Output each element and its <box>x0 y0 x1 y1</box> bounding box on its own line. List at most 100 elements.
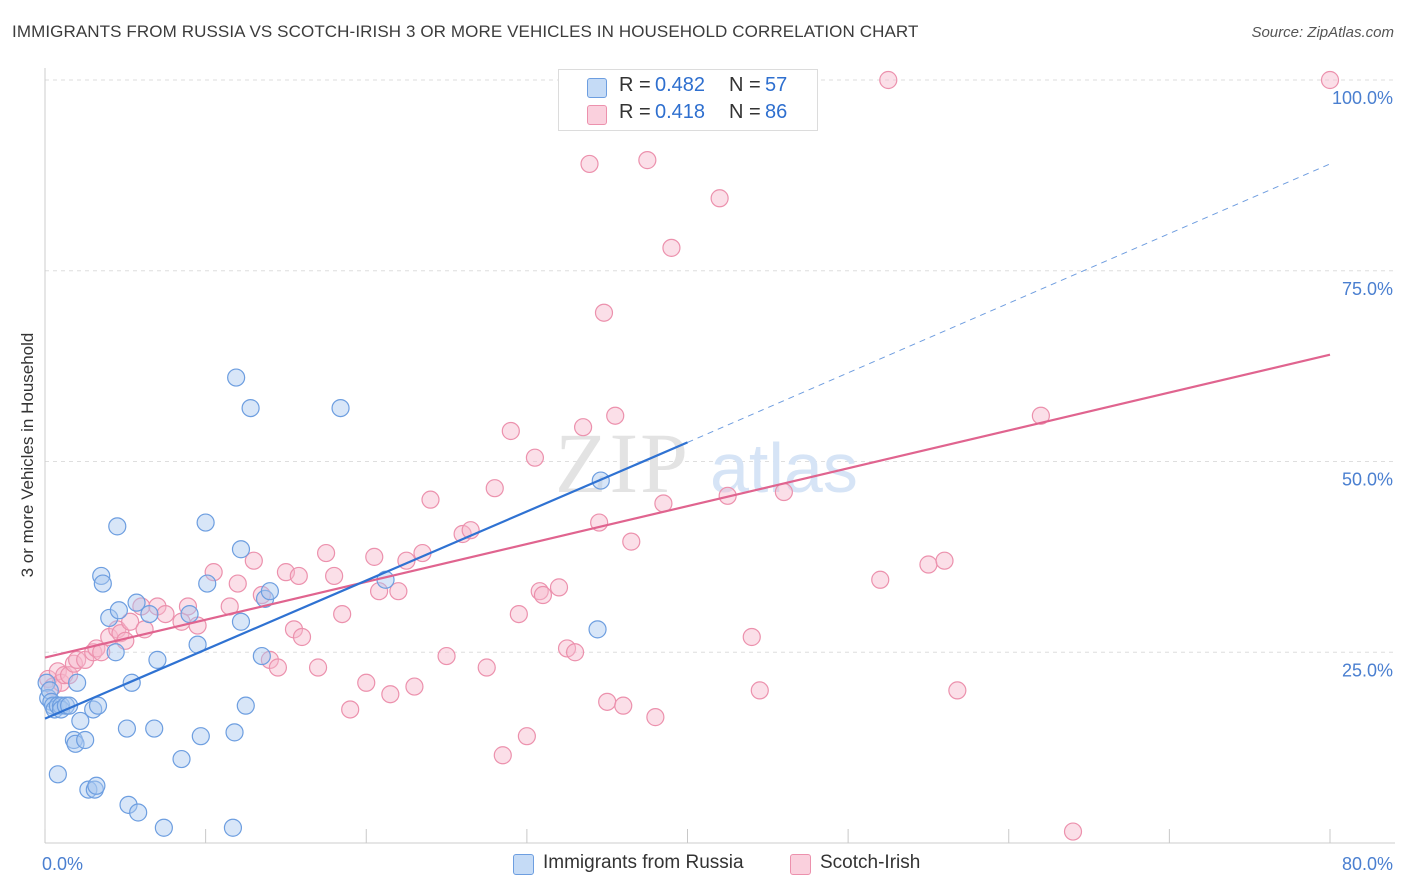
y-tick-label: 50.0% <box>1342 470 1393 490</box>
scotch-irish-point <box>662 238 681 257</box>
russia-point <box>231 540 251 559</box>
russia-point <box>223 818 243 837</box>
scotch-irish-point <box>316 543 336 563</box>
scotch-irish-point <box>573 418 593 437</box>
scotch-irish-point <box>580 154 599 174</box>
russia-point <box>106 643 125 662</box>
chart-title: IMMIGRANTS FROM RUSSIA VS SCOTCH-IRISH 3… <box>12 22 919 41</box>
scotch-irish-point <box>268 658 288 677</box>
scotch-irish-point <box>244 551 263 570</box>
correlation-legend: R = 0.482 N = 57 R = 0.418 N = 86 <box>558 69 818 131</box>
russia-point <box>236 696 255 715</box>
russia-trend-extension <box>687 163 1331 443</box>
russia-point <box>119 795 138 814</box>
tick-labels: 25.0% 50.0% 75.0% 100.0% 0.0% 80.0% <box>42 88 1393 874</box>
russia-point <box>108 517 127 536</box>
scotch-irish-point <box>370 582 389 601</box>
chart-source: Source: ZipAtlas.com <box>1251 24 1394 41</box>
series-immigrants-from-russia-points <box>37 368 610 837</box>
legend-n-value: 86 <box>765 101 788 123</box>
legend-n-label: N = <box>729 101 761 123</box>
scotch-irish-point <box>509 604 528 624</box>
russia-point <box>588 620 607 639</box>
scotch-irish-point <box>381 685 400 704</box>
russia-point <box>140 604 159 624</box>
russia-point <box>117 719 137 738</box>
bottom-legend-swatch-scotch-irish <box>790 854 811 875</box>
scotch-irish-point <box>405 677 424 696</box>
legend-r-label: R = <box>619 74 651 96</box>
scotch-irish-point <box>341 700 360 719</box>
scotch-irish-point <box>389 582 408 601</box>
scotch-irish-point <box>919 555 938 574</box>
russia-point <box>227 368 246 387</box>
legend-swatch-russia <box>587 78 607 98</box>
scotch-irish-point <box>121 612 140 631</box>
scotch-irish-point <box>525 448 545 467</box>
scotch-irish-point <box>606 406 625 425</box>
scotch-irish-point <box>204 563 223 582</box>
scotch-irish-point <box>289 566 308 586</box>
scotch-irish-point <box>742 627 761 647</box>
scotch-irish-point <box>594 303 614 322</box>
russia-point <box>88 696 108 715</box>
scotch-irish-point <box>710 189 729 208</box>
russia-point <box>260 582 279 601</box>
russia-point <box>196 513 215 532</box>
russia-point <box>148 650 167 669</box>
series-scotch-irish-points <box>39 70 1340 841</box>
scotch-irish-point <box>533 585 553 605</box>
russia-point <box>198 574 217 593</box>
scotch-irish-point <box>549 578 569 597</box>
scotch-irish-point <box>357 673 376 692</box>
trend-lines <box>44 163 1331 720</box>
scotch-irish-point <box>365 547 384 566</box>
scotch-irish-point <box>493 746 512 765</box>
scotch-irish-point <box>750 681 769 700</box>
legend-r-label: R = <box>619 101 651 123</box>
russia-point <box>225 723 244 742</box>
scotch-irish-point <box>1320 70 1340 90</box>
scotch-irish-point <box>598 692 617 711</box>
russia-point <box>68 673 87 692</box>
legend-swatch-scotch-irish <box>587 105 607 125</box>
scotch-irish-point <box>325 566 344 586</box>
y-axis-label: 3 or more Vehicles in Household <box>18 332 37 578</box>
scotch-irish-point <box>437 646 456 666</box>
russia-point <box>76 730 95 750</box>
russia-point <box>127 593 146 612</box>
scotch-irish-point <box>638 151 657 170</box>
russia-point <box>231 612 251 631</box>
russia-point <box>66 734 85 753</box>
scotch-irish-point <box>308 658 328 677</box>
russia-point <box>92 566 111 586</box>
y-tick-label: 100.0% <box>1332 88 1393 108</box>
scotch-irish-point <box>774 482 793 502</box>
scotch-irish-point <box>333 604 352 624</box>
zipatlas-watermark: ZIP atlas <box>555 415 858 511</box>
russia-point <box>145 719 164 738</box>
scotch-irish-point <box>935 551 954 570</box>
scotch-irish-point <box>879 70 898 90</box>
scotch-irish-point <box>421 490 440 509</box>
russia-point <box>331 398 350 418</box>
russia-point <box>71 711 90 731</box>
bottom-legend-label-scotch-irish: Scotch-Irish <box>820 852 921 873</box>
legend-n-value: 57 <box>765 74 788 96</box>
russia-point <box>109 601 128 620</box>
russia-point <box>191 727 210 746</box>
y-tick-label: 75.0% <box>1342 279 1393 299</box>
scotch-irish-point <box>1031 406 1050 425</box>
russia-point <box>40 681 59 700</box>
scotch-irish-point <box>485 479 504 498</box>
russia-point <box>241 398 260 418</box>
scotch-irish-point <box>646 708 665 727</box>
bottom-legend-swatch-russia <box>513 854 534 875</box>
russia-point <box>93 574 112 593</box>
russia-point <box>252 646 271 666</box>
scotch-irish-point <box>228 574 247 593</box>
y-tick-label: 25.0% <box>1342 660 1393 680</box>
scotch-irish-point <box>292 627 312 647</box>
russia-point <box>154 818 173 837</box>
